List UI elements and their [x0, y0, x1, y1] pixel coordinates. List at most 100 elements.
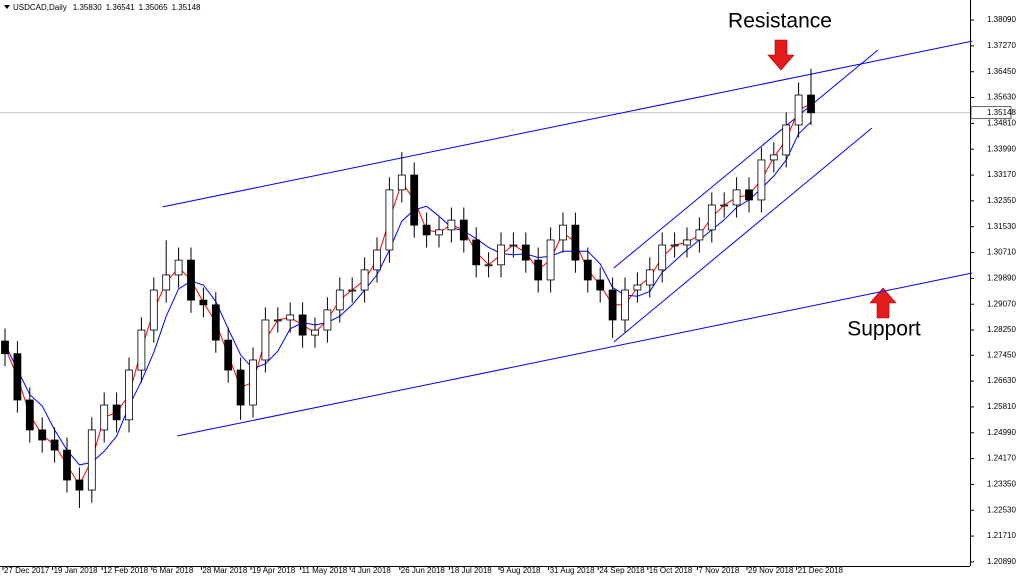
candle-body: [732, 189, 741, 206]
x-tick-label: 4 Jun 2018: [351, 566, 391, 575]
x-tick-label: 6 Mar 2018: [153, 566, 194, 575]
x-tick-label: 28 Mar 2018: [202, 566, 247, 575]
candle-body: [707, 204, 716, 231]
candle-body: [757, 159, 766, 201]
x-tick-label: 24 Sep 2018: [599, 566, 645, 575]
candle-body: [422, 224, 431, 236]
candle-body: [559, 224, 567, 241]
y-tick-label: 1.30710: [987, 248, 1016, 257]
candle-body: [373, 249, 381, 271]
candle-body: [745, 189, 753, 201]
candle-body: [608, 289, 617, 321]
y-tick-label: 1.28250: [987, 325, 1016, 334]
x-tick-label: 26 Jun 2018: [401, 566, 446, 575]
candle-body: [670, 244, 679, 247]
trend-line: [177, 272, 973, 437]
candle-body: [459, 219, 468, 241]
candle-body: [360, 269, 369, 291]
candle-body: [1, 340, 9, 355]
ohlc-label: 1.36541: [106, 3, 135, 12]
candle-body: [87, 429, 96, 491]
x-tick-label: 9 Aug 2018: [500, 566, 541, 575]
x-tick-label: 19 Apr 2018: [252, 566, 296, 575]
y-tick-label: 1.38090: [987, 15, 1016, 24]
y-tick-label: 1.21710: [987, 531, 1016, 540]
y-tick-label: 1.27450: [987, 350, 1016, 359]
ohlc-label: 1.35065: [139, 3, 168, 12]
candle-body: [311, 329, 319, 336]
y-tick-label: 1.26630: [987, 376, 1016, 385]
candle-body: [211, 304, 220, 341]
candle-body: [249, 359, 257, 406]
resistance-arrow: [767, 39, 795, 71]
y-tick-label: 1.24170: [987, 454, 1016, 463]
candle-body: [484, 264, 493, 267]
candle-body: [435, 229, 443, 236]
y-tick-label: 1.33170: [987, 170, 1016, 179]
candle-body: [149, 289, 158, 331]
candle-body: [224, 339, 233, 371]
candle-body: [236, 369, 245, 406]
candle-body: [125, 369, 133, 421]
x-tick-label: 11 May 2018: [302, 566, 348, 575]
candle-body: [782, 124, 791, 156]
candle-body: [546, 239, 555, 281]
candle-body: [534, 259, 543, 281]
candle-body: [521, 244, 530, 261]
candle-body: [571, 224, 580, 261]
x-tick-label: 29 Nov 2018: [748, 566, 794, 575]
y-tick-label: 1.25810: [987, 402, 1016, 411]
candle-body: [137, 329, 146, 371]
candle-body: [75, 479, 84, 491]
candle-body: [286, 314, 295, 321]
symbol-menu-icon[interactable]: [4, 5, 10, 9]
candle-body: [497, 244, 505, 266]
candle-body: [348, 289, 357, 292]
y-tick-label: 1.37270: [987, 41, 1016, 50]
candle-body: [583, 259, 592, 281]
annotation: Resistance: [728, 10, 832, 33]
trend-line: [613, 49, 879, 269]
candle-body: [112, 404, 121, 421]
candle-body: [335, 289, 344, 311]
candle-body: [25, 399, 34, 431]
y-tick-label: 1.34810: [987, 119, 1016, 128]
candle-body: [596, 279, 605, 291]
candle-body: [63, 449, 71, 481]
candle-body: [298, 314, 307, 336]
candle-body: [509, 244, 518, 247]
bid-label-box: [970, 106, 1012, 120]
candle-body: [410, 174, 419, 226]
candle-body: [645, 269, 654, 286]
candle-body: [633, 284, 642, 291]
y-tick-label: 1.31530: [987, 222, 1016, 231]
candle-body: [769, 154, 778, 161]
y-tick-label: 1.24990: [987, 428, 1016, 437]
candle-body: [658, 244, 667, 271]
y-tick-label: 1.36450: [987, 67, 1016, 76]
candle-body: [447, 219, 456, 231]
annotation: Support: [847, 318, 921, 341]
x-tick-label: 7 Nov 2018: [698, 566, 739, 575]
candle-body: [472, 239, 481, 266]
x-tick-label: 16 Oct 2018: [649, 566, 693, 575]
x-tick-label: 31 Aug 2018: [550, 566, 595, 575]
trend-line: [162, 40, 973, 208]
candle-body: [720, 204, 729, 207]
candle-body: [397, 174, 406, 191]
candle-body: [621, 289, 629, 321]
y-tick-label: 1.29070: [987, 299, 1016, 308]
candle-body: [187, 259, 195, 301]
y-tick-label: 1.32350: [987, 196, 1016, 205]
candle-body: [794, 94, 803, 126]
candle-body: [261, 319, 270, 361]
x-tick-label: 21 Dec 2018: [798, 566, 844, 575]
candle-body: [273, 319, 282, 322]
candle-body: [695, 229, 704, 241]
y-tick-label: 1.22530: [987, 505, 1016, 514]
x-tick-label: 27 Dec 2017: [4, 566, 50, 575]
x-tick-label: 18 Jul 2018: [450, 566, 492, 575]
